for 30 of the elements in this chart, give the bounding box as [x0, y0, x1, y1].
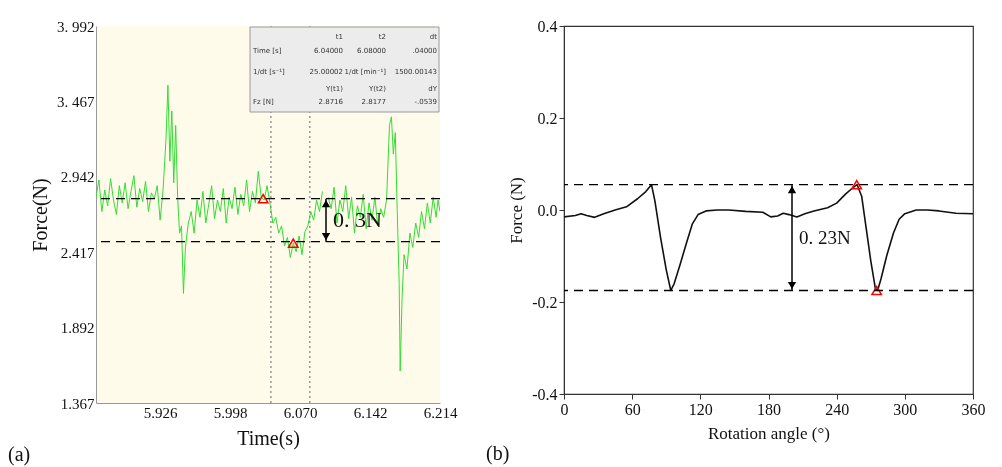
x-tick-label: 240: [825, 400, 850, 418]
x-tick-label: 0: [560, 400, 569, 418]
text: (b): [486, 442, 510, 465]
x-tick-label: 360: [961, 400, 986, 418]
y-tick-label: -0.4: [532, 385, 558, 403]
text: (a): [8, 443, 31, 466]
x-tick-label: 60: [624, 400, 641, 418]
x-axis-title: Time(s): [237, 426, 300, 450]
y-tick-label: 2.942: [60, 169, 95, 186]
x-axis-title: Rotation angle (°): [708, 423, 830, 443]
y-tick-label: 0.4: [537, 17, 558, 35]
y-tick-label: 3. 992: [57, 18, 95, 35]
x-tick-label: 300: [893, 400, 918, 418]
x-tick-label: 6.142: [353, 404, 388, 421]
x-tick-label: 6.070: [283, 404, 318, 421]
y-tick-label: -0.2: [532, 293, 558, 311]
y-axis-title: Force (N): [507, 177, 527, 244]
x-tick-label: 5.926: [143, 404, 179, 421]
x-tick-label: 5.998: [213, 404, 248, 421]
x-tick-label: 6.214: [423, 404, 458, 421]
x-tick-label: 120: [688, 400, 713, 418]
y-tick-label: 2.417: [60, 244, 95, 261]
y-tick-label: 0.2: [537, 109, 558, 127]
x-tick-label: 180: [757, 400, 781, 418]
y-tick-label: 1.892: [60, 320, 95, 337]
y-tick-label: 3. 467: [57, 93, 95, 110]
y-axis-title: Force(N): [29, 178, 52, 252]
annotation: 0. 23N: [799, 226, 851, 248]
y-tick-label: 1.367: [60, 395, 95, 412]
y-tick-label: 0.0: [537, 201, 558, 219]
